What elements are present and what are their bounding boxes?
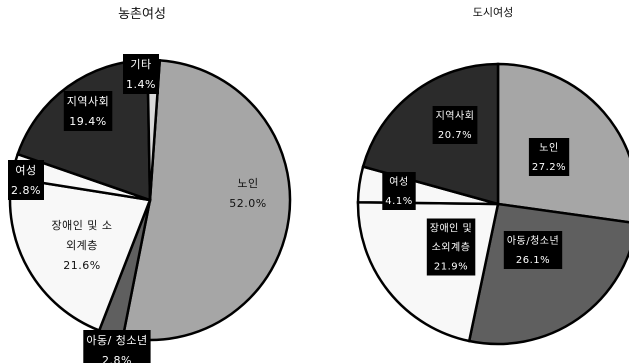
slice-value-label: 21.9% [434, 262, 468, 273]
slice-value-label: 20.7% [438, 130, 472, 141]
slice-category-label: 여성 [15, 164, 36, 177]
slice-value-label: 2.8% [102, 354, 132, 363]
slice-category-label: 노인 [539, 142, 558, 154]
slice-value-label: 26.1% [516, 255, 550, 266]
slice-category-label: 여성 [389, 176, 408, 188]
slice-label-urban-0: 노인 27.2% [528, 138, 570, 176]
slice-label-box [83, 330, 151, 363]
slice-label-rural-3: 여성 2.8% [8, 160, 44, 200]
slice-category-label: 소외계층 [432, 242, 471, 254]
slice-label-urban-1: 아동/청소년 26.1% [503, 231, 563, 269]
slice-label-box [426, 218, 476, 276]
slice-category-label: 지역사회 [67, 95, 109, 108]
chart-title-rural: 농촌여성 [118, 7, 166, 22]
slice-label-box [63, 91, 113, 131]
slice-label-rural-4: 지역사회 19.4% [63, 91, 113, 131]
slice-category-label: 외계층 [66, 239, 98, 252]
slice-label-rural-2: 장애인 및 소외계층 21.6% [51, 219, 112, 272]
slice-category-label: 지역사회 [436, 110, 475, 122]
pie-slice-urban-4 [361, 62, 500, 206]
slice-category-label: 기타 [130, 58, 151, 71]
slice-category-label: 장애인 및 소 [51, 219, 112, 232]
pie-rural-labels: 노인 52.0% 아동/ 청소년 2.8% 장애인 및 소외계층 21.6% 여성 2.8% 지… [8, 54, 266, 363]
slice-category-label: 장애인 및 [430, 223, 472, 235]
slice-label-box [528, 138, 570, 176]
slice-label-rural-0: 노인 52.0% [229, 177, 266, 210]
slice-label-box [432, 106, 478, 144]
slice-label-urban-4: 지역사회 20.7% [432, 106, 478, 144]
slice-label-rural-1: 아동/ 청소년 2.8% [83, 330, 151, 363]
chart-title-urban: 도시여성 [473, 6, 513, 19]
slice-value-label: 52.0% [229, 197, 266, 210]
slice-value-label: 2.8% [11, 184, 41, 197]
slice-category-label: 노인 [237, 177, 258, 190]
slice-label-box [382, 172, 416, 210]
slice-value-label: 27.2% [532, 162, 566, 173]
slice-value-label: 19.4% [69, 115, 106, 128]
slice-category-label: 아동/청소년 [507, 235, 559, 247]
slice-value-label: 1.4% [126, 78, 156, 91]
slice-label-box [503, 231, 563, 269]
slice-label-box [123, 54, 159, 94]
slice-value-label: 21.6% [63, 259, 100, 272]
slice-value-label: 4.1% [385, 196, 412, 207]
slice-label-rural-5: 기타 1.4% [123, 54, 159, 94]
pie-slice-rural-0 [121, 59, 292, 342]
slice-label-urban-3: 여성 4.1% [382, 172, 416, 210]
slice-category-label: 아동/ 청소년 [86, 334, 147, 347]
slice-label-box [8, 160, 44, 200]
